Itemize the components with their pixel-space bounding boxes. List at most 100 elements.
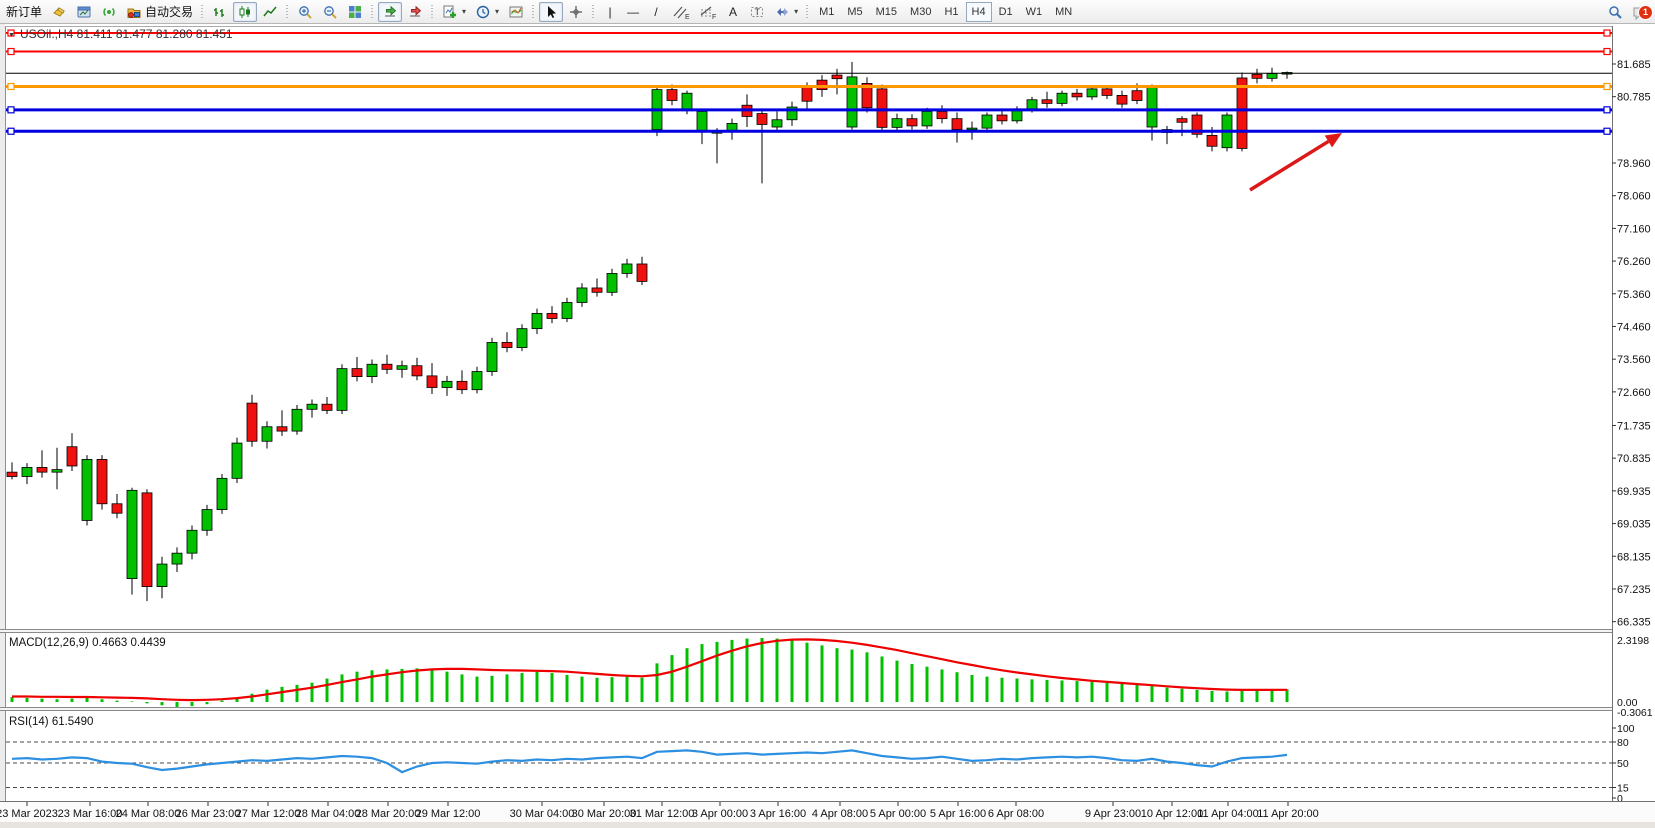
arrows-icon — [774, 4, 790, 20]
vertical-line-icon: | — [608, 4, 612, 19]
arrow-shaft[interactable] — [1249, 139, 1330, 192]
tile-windows-icon[interactable] — [343, 2, 367, 22]
toolbar-separator — [199, 1, 207, 22]
macd-pane — [10, 637, 1289, 707]
pane-divider[interactable] — [0, 629, 1655, 633]
period-icon[interactable]: ▾ — [471, 2, 503, 22]
timeframe-m1-button[interactable]: M1 — [819, 5, 835, 18]
candle-body — [6, 471, 18, 477]
line-handle[interactable] — [1603, 106, 1611, 114]
line-handle[interactable] — [1603, 47, 1611, 56]
time-label: 4 Apr 08:00 — [812, 808, 868, 820]
search-icon[interactable] — [1603, 2, 1627, 22]
arrows-icon[interactable]: ▾ — [770, 2, 802, 22]
price-tick-label: 78.060 — [1617, 191, 1651, 203]
timeframe-mn-button[interactable]: MN — [1055, 5, 1073, 18]
candle-body — [696, 110, 708, 132]
line-handle[interactable] — [1603, 82, 1611, 91]
dropdown-arrow-icon[interactable]: ▾ — [462, 7, 467, 16]
line-handle[interactable] — [7, 29, 15, 37]
trendline-icon[interactable]: / — [645, 2, 667, 22]
fibonacci-icon: F — [699, 4, 717, 20]
line-handle[interactable] — [7, 82, 15, 91]
candle-body — [201, 509, 213, 531]
rsi-tick-label: 80 — [1617, 737, 1629, 749]
template-icon[interactable] — [504, 2, 528, 22]
candle-body — [1086, 88, 1098, 98]
timeframe-m30-button[interactable]: M30 — [910, 5, 932, 18]
toolbar-separator — [429, 1, 437, 22]
pane-divider[interactable] — [0, 707, 1655, 711]
candlestick-chart-icon[interactable] — [233, 1, 258, 22]
zoom-in-icon[interactable] — [293, 2, 317, 22]
line-handle[interactable] — [7, 47, 15, 56]
rsi-line — [11, 749, 1288, 774]
line-handle[interactable] — [1603, 127, 1611, 135]
line-handle[interactable] — [7, 127, 15, 135]
pane-dividers[interactable] — [0, 629, 1655, 711]
time-label: 24 Mar 08:00 — [116, 808, 181, 820]
candle-body — [516, 328, 528, 348]
candle-body — [81, 459, 93, 521]
price-axis-background[interactable] — [1613, 26, 1655, 801]
channel-icon[interactable]: E — [668, 2, 694, 22]
candle-body — [771, 119, 783, 128]
text-icon[interactable]: A — [722, 2, 744, 22]
horizontal-line-icon[interactable]: — — [622, 2, 644, 22]
zoom-out-icon[interactable] — [318, 2, 342, 22]
dropdown-arrow-icon[interactable]: ▾ — [495, 7, 500, 16]
timeframe-m5-button[interactable]: M5 — [847, 5, 863, 18]
horizontal-line-objects[interactable]: 82.53782.02881.06580.42379.83481.431 — [6, 26, 1653, 139]
line-chart-icon — [262, 4, 278, 20]
timeframe-h1-button[interactable]: H1 — [944, 5, 959, 18]
candle-body — [216, 477, 228, 510]
auto-scroll-icon[interactable] — [378, 1, 403, 22]
new-order-button[interactable]: 新订单 — [6, 5, 43, 19]
arrow-annotation[interactable] — [1249, 133, 1342, 192]
candle-body — [156, 563, 168, 587]
signal-icon[interactable] — [97, 2, 121, 22]
trendline-icon: / — [654, 4, 658, 19]
timeframe-h4-button[interactable]: H4 — [965, 1, 992, 22]
chat-icon[interactable]: 1 — [1628, 2, 1653, 22]
candle-body — [786, 106, 798, 121]
new-chart-icon — [442, 4, 458, 20]
timeframe-m15-button[interactable]: M15 — [875, 5, 898, 18]
window-left-edge — [0, 24, 5, 828]
fibonacci-icon[interactable]: F — [695, 2, 721, 22]
timeframe-w1-button[interactable]: W1 — [1025, 5, 1043, 18]
bar-chart-icon[interactable] — [208, 2, 232, 22]
candle-body — [1071, 92, 1083, 98]
arrow-head[interactable] — [1324, 133, 1342, 148]
new-chart-icon[interactable]: ▾ — [438, 2, 470, 22]
line-chart-icon[interactable] — [258, 2, 282, 22]
candle-body — [981, 114, 993, 129]
candle-body — [126, 489, 138, 579]
line-handle[interactable] — [1603, 29, 1611, 37]
candle-body — [591, 287, 603, 293]
channel-icon: E — [672, 4, 690, 20]
dropdown-arrow-icon[interactable]: ▾ — [794, 7, 799, 16]
chart-window-icon[interactable] — [72, 2, 96, 22]
label-icon[interactable]: T — [745, 2, 769, 22]
line-handle[interactable] — [7, 106, 15, 114]
price-axis[interactable]: 81.685 80.785 78.960 78.060 77.160 76.260 75.3… — [1612, 26, 1655, 805]
deposit-icon[interactable] — [47, 2, 71, 22]
candle-body — [351, 368, 363, 378]
time-label: 11 Apr 20:00 — [1257, 808, 1319, 820]
auto-trading-button[interactable]: 自动交易 — [122, 2, 197, 22]
chart-area[interactable]: 82.53782.02881.06580.42379.83481.431 81.… — [0, 24, 1655, 828]
crosshair-icon[interactable] — [564, 2, 588, 22]
price-tick-label: 74.460 — [1617, 321, 1651, 333]
toolbar-separator — [590, 1, 598, 22]
candle-body — [1041, 99, 1053, 104]
chart-shift-icon[interactable] — [403, 2, 427, 22]
timeframe-d1-button[interactable]: D1 — [998, 5, 1013, 18]
chart-window-icon — [76, 4, 92, 20]
cursor-icon[interactable] — [539, 1, 564, 22]
candle-body — [756, 113, 768, 125]
chart-shift-icon — [407, 4, 423, 20]
vertical-line-icon[interactable]: | — [599, 2, 621, 22]
